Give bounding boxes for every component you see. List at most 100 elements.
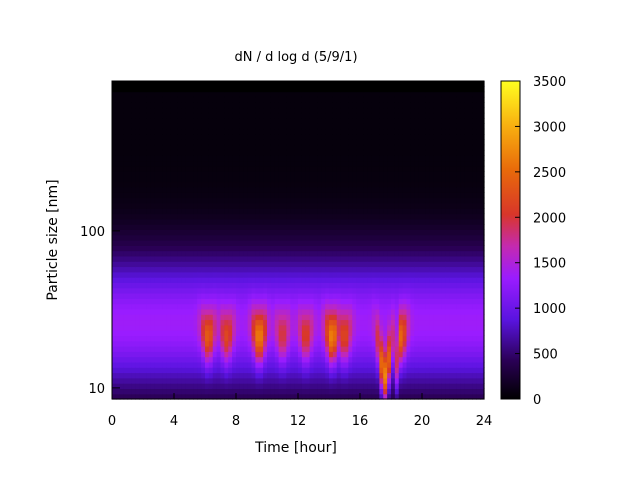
heatmap-cell: [282, 187, 287, 193]
heatmap-cell: [216, 287, 222, 294]
heatmap-cell: [340, 393, 346, 400]
heatmap-cell: [267, 123, 272, 130]
heatmap-cell: [298, 245, 303, 252]
heatmap-cell: [267, 340, 272, 347]
heatmap-cell: [363, 123, 369, 130]
heatmap-cell: [115, 367, 121, 374]
heatmap-cell: [383, 171, 388, 177]
heatmap-cell: [263, 245, 268, 252]
heatmap-cell: [398, 102, 404, 109]
heatmap-cell: [290, 118, 295, 124]
heatmap-cell: [325, 282, 330, 289]
heatmap-cell: [418, 176, 423, 183]
heatmap-cell: [360, 340, 365, 347]
heatmap-cell: [158, 91, 163, 98]
heatmap-cell: [251, 298, 256, 305]
heatmap-cell: [232, 293, 237, 299]
heatmap-cell: [270, 192, 276, 199]
heatmap-cell: [205, 319, 210, 326]
heatmap-cell: [123, 319, 129, 326]
heatmap-cell: [286, 351, 291, 358]
heatmap-cell: [127, 240, 132, 246]
heatmap-cell: [313, 388, 318, 395]
heatmap-cell: [170, 330, 175, 336]
heatmap-cell: [371, 107, 377, 114]
heatmap-cell: [174, 118, 179, 124]
heatmap-cell: [414, 282, 419, 289]
heatmap-cell: [383, 234, 388, 241]
heatmap-cell: [216, 192, 222, 199]
heatmap-cell: [301, 287, 307, 294]
heatmap-cell: [429, 277, 435, 283]
heatmap-cell: [139, 165, 144, 172]
heatmap-cell: [422, 181, 427, 188]
heatmap-cell: [418, 255, 423, 262]
heatmap-cell: [282, 340, 287, 347]
heatmap-cell: [228, 160, 233, 167]
heatmap-cell: [391, 293, 396, 299]
heatmap-cell: [154, 234, 160, 241]
heatmap-cell: [394, 218, 400, 225]
heatmap-cell: [356, 165, 361, 172]
heatmap-cell: [356, 303, 361, 310]
heatmap-cell: [166, 123, 171, 130]
heatmap-cell: [247, 144, 253, 151]
heatmap-cell: [352, 393, 357, 400]
heatmap-cell: [255, 308, 260, 315]
heatmap-cell: [247, 128, 253, 135]
heatmap-cell: [321, 351, 326, 358]
heatmap-cell: [371, 123, 377, 130]
heatmap-cell: [410, 298, 415, 305]
heatmap-cell: [429, 298, 435, 305]
heatmap-cell: [177, 160, 183, 167]
heatmap-cell: [158, 144, 163, 151]
heatmap-cell: [267, 171, 272, 177]
heatmap-cell: [170, 155, 175, 162]
heatmap-cell: [185, 224, 191, 230]
heatmap-cell: [375, 112, 380, 119]
heatmap-cell: [150, 308, 156, 315]
heatmap-cell: [344, 293, 349, 299]
heatmap-cell: [239, 208, 245, 215]
heatmap-cell: [414, 134, 419, 140]
heatmap-cell: [348, 171, 353, 177]
heatmap-cell: [239, 372, 245, 379]
heatmap-cell: [243, 324, 249, 331]
heatmap-cell: [123, 149, 129, 156]
heatmap-cell: [340, 187, 346, 193]
heatmap-cell: [263, 308, 268, 315]
heatmap-cell: [406, 372, 411, 379]
heatmap-cell: [197, 96, 202, 103]
heatmap-cell: [150, 234, 156, 241]
heatmap-cell: [352, 112, 357, 119]
heatmap-cell: [232, 351, 237, 358]
heatmap-cell: [325, 271, 330, 278]
heatmap-cell: [301, 197, 307, 204]
heatmap-cell: [290, 112, 295, 119]
heatmap-cell: [208, 298, 214, 305]
heatmap-cell: [170, 298, 175, 305]
heatmap-cell: [170, 187, 175, 193]
heatmap-cell: [286, 282, 291, 289]
heatmap-cell: [375, 298, 380, 305]
heatmap-cell: [270, 266, 276, 273]
heatmap-cell: [309, 271, 315, 278]
heatmap-cell: [135, 346, 140, 352]
heatmap-cell: [290, 245, 295, 252]
heatmap-cell: [317, 81, 322, 87]
heatmap-cell: [394, 197, 400, 204]
heatmap-cell: [394, 383, 400, 389]
heatmap-cell: [375, 346, 380, 352]
heatmap-cell: [305, 134, 311, 140]
heatmap-cell: [379, 255, 384, 262]
heatmap-cell: [185, 266, 191, 273]
heatmap-cell: [406, 271, 411, 278]
heatmap-cell: [363, 303, 369, 310]
heatmap-cell: [143, 319, 148, 326]
heatmap-cell: [162, 208, 167, 215]
heatmap-cell: [189, 351, 194, 358]
heatmap-cell: [422, 388, 427, 395]
heatmap-cell: [251, 361, 256, 368]
heatmap-cell: [410, 271, 415, 278]
heatmap-cell: [298, 149, 303, 156]
